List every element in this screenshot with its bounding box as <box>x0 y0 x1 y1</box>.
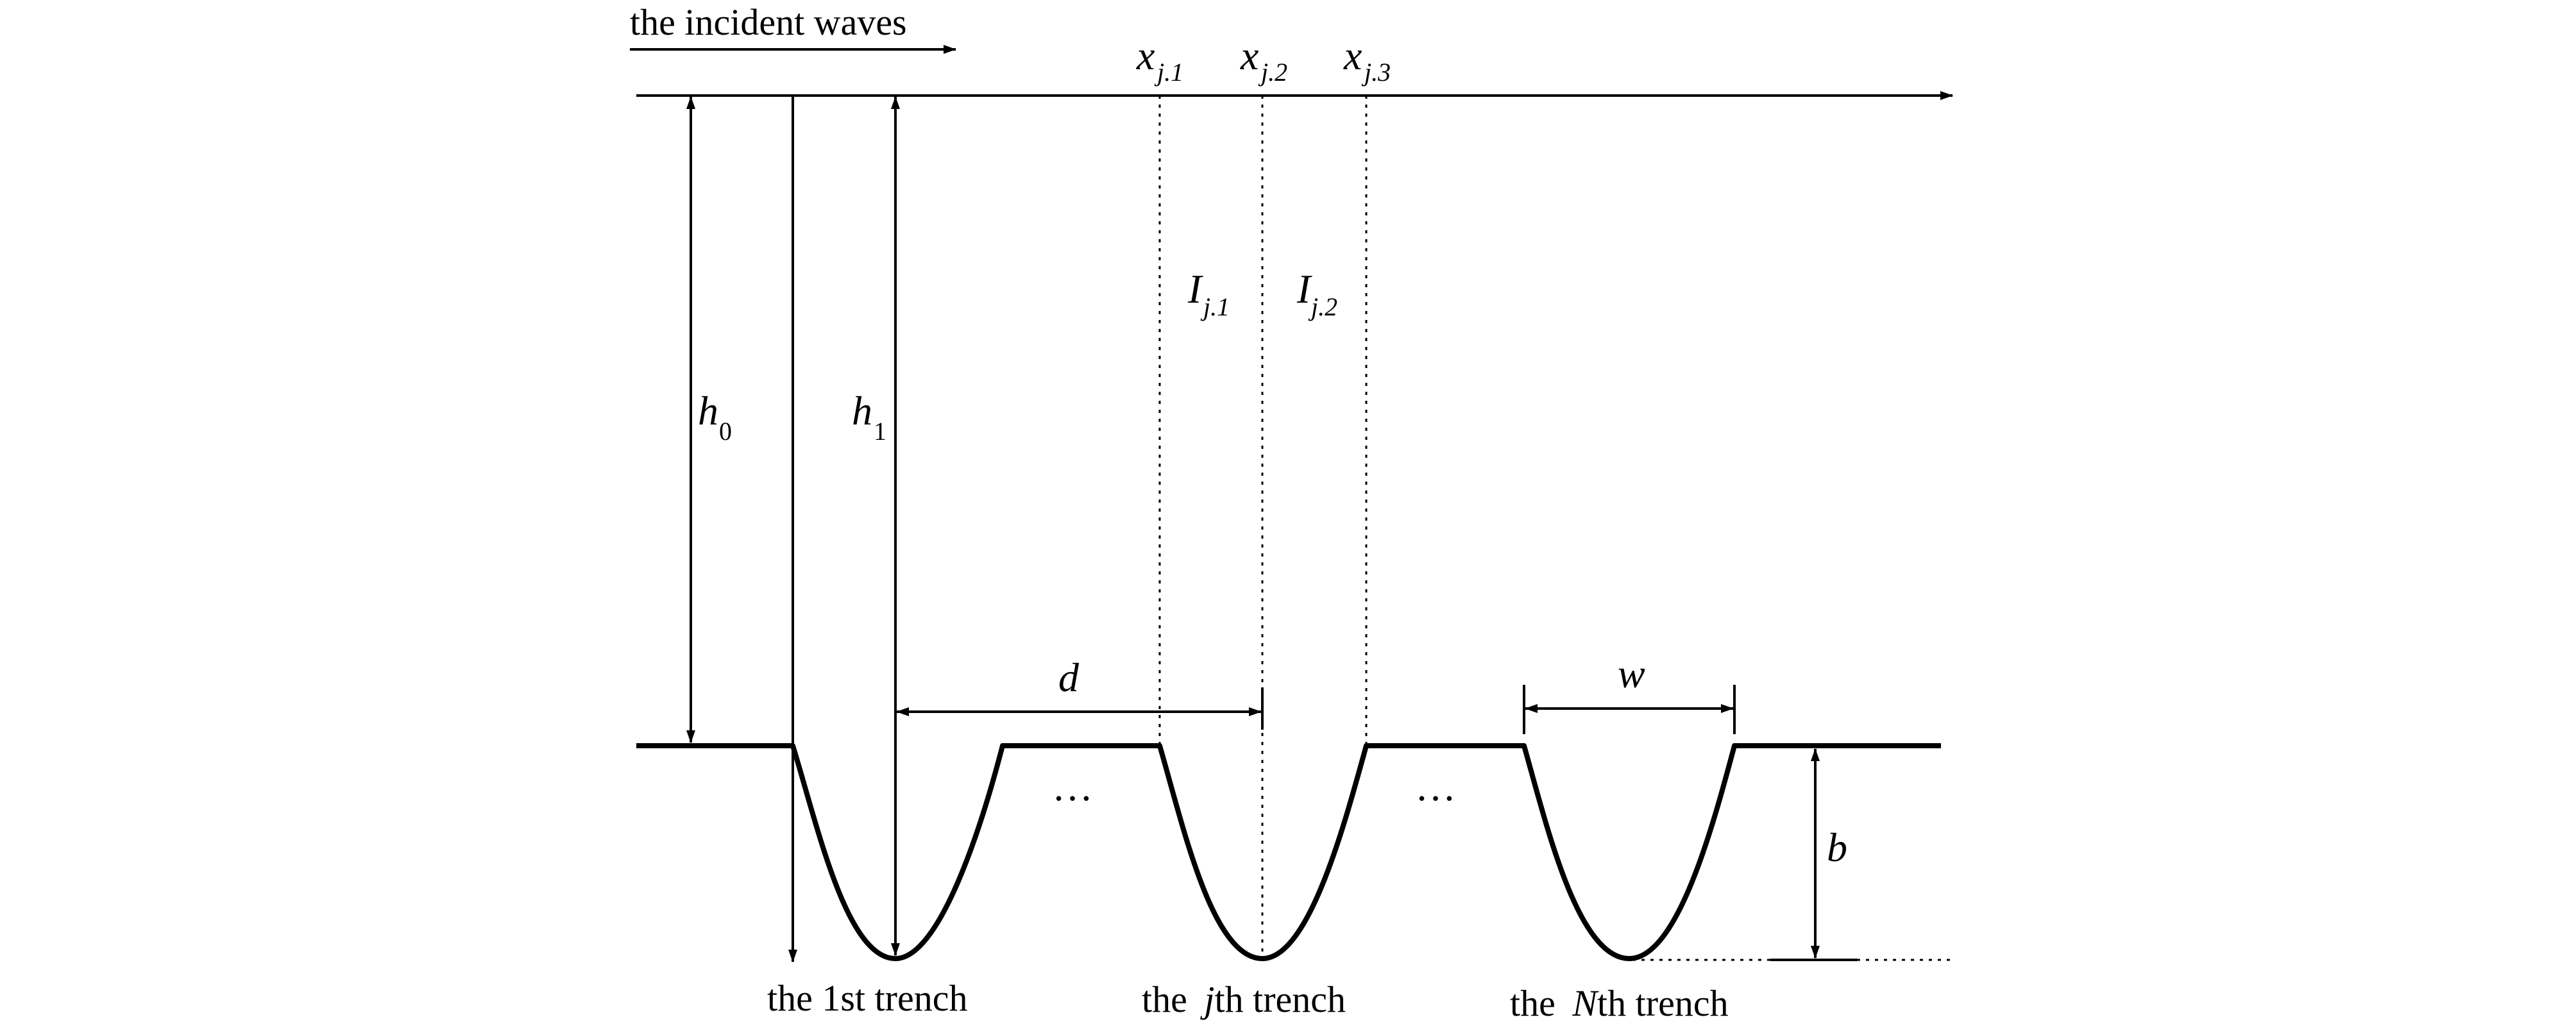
region-i-j1-label: I j.1 <box>1187 266 1230 321</box>
seabed-profile <box>636 743 1941 961</box>
svg-text:j.3: j.3 <box>1361 58 1391 87</box>
svg-text:x: x <box>1343 33 1362 78</box>
x-j3-label: x j.3 <box>1343 33 1391 87</box>
svg-text:0: 0 <box>719 417 732 446</box>
h0-label: h 0 <box>698 388 732 446</box>
x-j1-label: x j.1 <box>1136 33 1183 87</box>
jth-trench-label: the jth trench <box>1142 978 1346 1020</box>
incident-waves-label: the incident waves <box>630 1 907 43</box>
svg-text:j.1: j.1 <box>1154 58 1183 87</box>
svg-text:j.1: j.1 <box>1200 292 1230 321</box>
h1-label: h 1 <box>852 388 886 446</box>
region-i-j2-label: I j.2 <box>1296 266 1337 321</box>
svg-text:x: x <box>1136 33 1155 78</box>
first-trench-label: the 1st trench <box>767 977 967 1019</box>
svg-text:1: 1 <box>874 417 886 446</box>
ellipsis-2: … <box>1415 764 1456 809</box>
svg-text:I: I <box>1296 266 1312 312</box>
d-label: d <box>1058 655 1080 700</box>
svg-text:h: h <box>852 388 872 433</box>
b-label: b <box>1827 825 1847 870</box>
svg-text:j.2: j.2 <box>1258 58 1287 87</box>
svg-text:I: I <box>1187 266 1203 312</box>
svg-text:j.2: j.2 <box>1308 292 1337 321</box>
svg-text:x: x <box>1240 33 1258 78</box>
w-label: w <box>1618 651 1645 696</box>
ellipsis-1: … <box>1052 764 1093 809</box>
nth-trench-label: the Nth trench <box>1510 982 1729 1024</box>
x-j2-label: x j.2 <box>1240 33 1287 87</box>
svg-text:h: h <box>698 388 718 433</box>
